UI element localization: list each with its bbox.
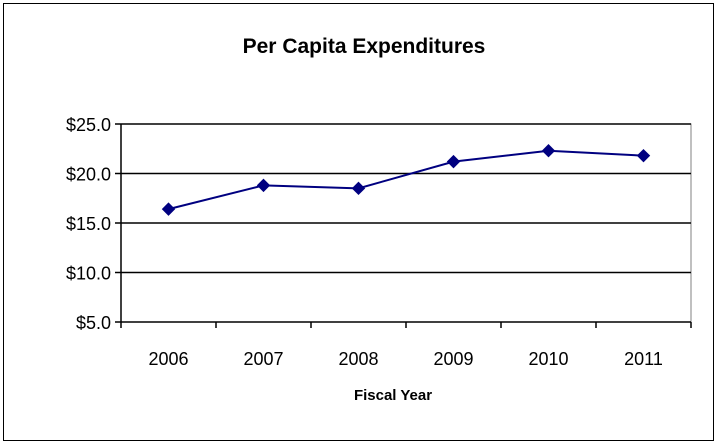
data-point-marker	[161, 202, 176, 216]
y-tick-label: $20.0	[66, 165, 111, 185]
y-tick-label: $5.0	[76, 313, 111, 333]
data-point-marker	[636, 148, 651, 163]
y-tick-label: $15.0	[66, 214, 111, 234]
x-tick-label: 2010	[528, 349, 568, 369]
series-expenditures	[161, 144, 651, 216]
x-tick-labels: 2006 2007 2008 2009 2010 2011	[148, 349, 662, 369]
y-tick-label: $10.0	[66, 264, 111, 284]
x-tick-label: 2007	[243, 349, 283, 369]
x-tick-label: 2008	[338, 349, 378, 369]
x-tick-label: 2011	[624, 349, 663, 369]
data-point-marker	[256, 178, 271, 193]
x-tick-label: 2009	[433, 349, 473, 369]
axes	[115, 123, 692, 328]
data-point-marker	[446, 154, 461, 169]
y-tick-label: $25.0	[66, 115, 111, 135]
gridlines	[121, 123, 691, 274]
data-point-marker	[351, 181, 366, 196]
series-line	[168, 149, 644, 211]
y-tick-labels: $5.0 $10.0 $15.0 $20.0 $25.0	[66, 115, 111, 333]
chart-title: Per Capita Expenditures	[243, 35, 486, 58]
data-point-marker	[541, 144, 556, 158]
x-axis-title: Fiscal Year	[354, 387, 432, 404]
x-tick-label: 2006	[148, 349, 188, 369]
